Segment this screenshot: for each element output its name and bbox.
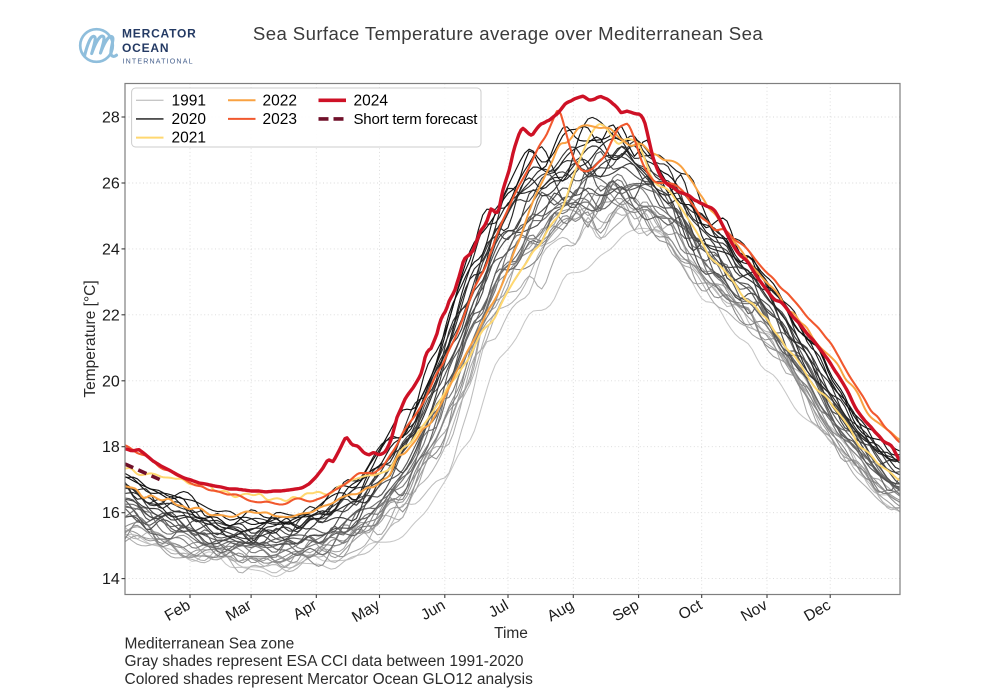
svg-text:MERCATOR: MERCATOR xyxy=(122,27,197,41)
svg-text:Colored shades represent Merca: Colored shades represent Mercator Ocean … xyxy=(125,671,534,688)
svg-text:INTERNATIONAL: INTERNATIONAL xyxy=(123,58,194,66)
svg-text:2021: 2021 xyxy=(172,130,206,147)
svg-text:2022: 2022 xyxy=(263,92,297,109)
svg-text:20: 20 xyxy=(102,373,120,390)
svg-text:22: 22 xyxy=(102,307,120,324)
svg-text:24: 24 xyxy=(102,241,120,258)
svg-text:Short term forecast: Short term forecast xyxy=(354,111,479,128)
svg-text:2023: 2023 xyxy=(263,111,297,128)
svg-text:18: 18 xyxy=(102,439,120,456)
svg-text:Gray shades represent ESA CCI: Gray shades represent ESA CCI data betwe… xyxy=(125,653,524,670)
svg-text:Mediterranean Sea zone: Mediterranean Sea zone xyxy=(125,636,295,653)
svg-text:Sea Surface Temperature averag: Sea Surface Temperature average over Med… xyxy=(253,23,763,44)
svg-text:1991: 1991 xyxy=(172,92,206,109)
svg-text:14: 14 xyxy=(102,571,120,588)
svg-text:2024: 2024 xyxy=(354,92,389,109)
svg-text:Time: Time xyxy=(494,625,528,642)
svg-text:26: 26 xyxy=(102,176,120,193)
svg-text:16: 16 xyxy=(102,505,120,522)
svg-text:28: 28 xyxy=(102,110,120,127)
svg-text:OCEAN: OCEAN xyxy=(122,41,169,55)
svg-text:2020: 2020 xyxy=(172,111,207,128)
svg-text:Temperature [°C]: Temperature [°C] xyxy=(82,280,99,397)
